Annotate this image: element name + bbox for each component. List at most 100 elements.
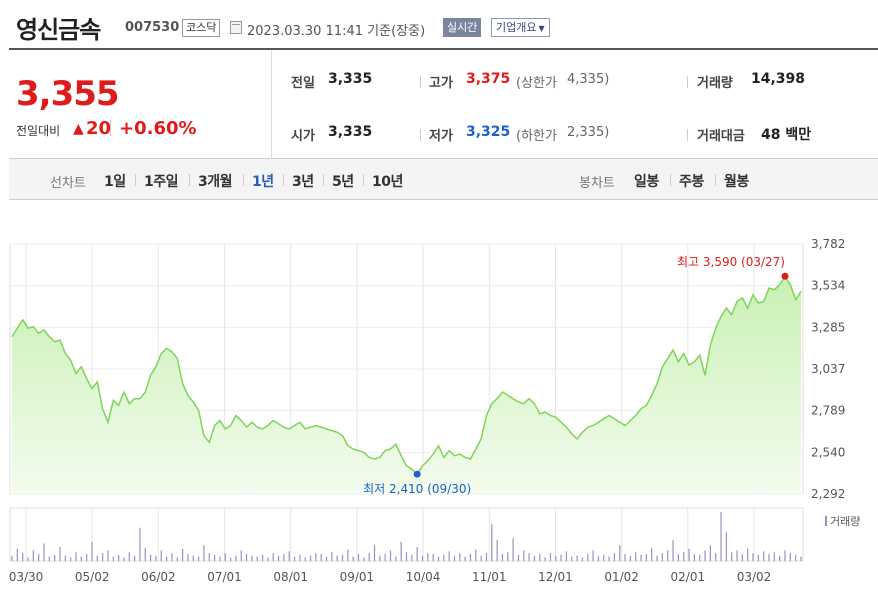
price-chart[interactable]: 최고 3,590 (03/27) 최저 2,410 (09/30) 3,782 3,… <box>0 200 878 608</box>
period-5y[interactable]: 5년 <box>332 174 354 190</box>
volume-label: 거래량 <box>697 76 733 91</box>
volume-bar <box>123 557 125 561</box>
volume-bar <box>571 556 573 561</box>
volume-bar <box>608 556 610 561</box>
trade-amount-label: 거래대금 <box>697 129 745 144</box>
y-tick-label: 3,534 <box>811 279 845 293</box>
divider <box>323 174 324 186</box>
volume-bar <box>736 550 738 561</box>
divider <box>110 120 111 136</box>
chevron-down-icon: ▼ <box>538 24 545 33</box>
divider <box>283 174 284 186</box>
volume-bar <box>325 556 328 561</box>
volume-bar <box>688 548 690 561</box>
volume-bar <box>464 556 466 561</box>
divider <box>363 174 364 186</box>
volume-bar <box>544 557 546 561</box>
up-arrow-icon: ▲ <box>73 121 84 137</box>
volume-bar <box>235 555 237 561</box>
stock-header: 영신금속 007530 코스닥 2023.03.30 11:41 기준(장중) … <box>0 0 878 48</box>
low-point <box>413 470 421 478</box>
volume-bar <box>581 557 584 561</box>
volume-bar <box>443 554 445 561</box>
volume-bar <box>395 556 397 561</box>
candle-daily[interactable]: 일봉 <box>634 174 659 190</box>
volume-bar <box>22 553 24 561</box>
volume-bar <box>32 550 34 561</box>
volume-bar <box>411 554 413 561</box>
x-tick-label: 02/01 <box>671 570 706 584</box>
line-chart-label: 선차트 <box>50 176 86 191</box>
volume-bar <box>507 552 509 561</box>
volume-bar <box>448 551 450 561</box>
volume-bar <box>43 543 45 561</box>
open-label: 시가 <box>291 129 315 144</box>
volume-bar <box>357 554 360 561</box>
volume-bar <box>491 524 493 561</box>
volume-bar <box>427 553 429 561</box>
candle-weekly[interactable]: 주봉 <box>679 174 704 190</box>
volume-bar <box>240 550 242 561</box>
volume-bar <box>320 554 322 561</box>
volume-bar <box>469 554 472 561</box>
volume-bar <box>549 553 552 561</box>
x-tick-label: 08/01 <box>273 570 308 584</box>
volume-bar <box>437 556 440 561</box>
divider <box>243 174 244 186</box>
company-overview-button[interactable]: 기업개요 ▼ <box>491 18 550 37</box>
volume-bar <box>533 555 536 561</box>
calendar-icon <box>230 21 242 34</box>
divider <box>420 76 421 88</box>
volume-bar <box>203 545 205 561</box>
volume-bar <box>272 553 274 561</box>
volume-bar <box>459 553 461 561</box>
period-3m[interactable]: 3개월 <box>198 174 233 190</box>
change-label: 전일대비 <box>16 124 61 138</box>
volume-bar <box>304 557 306 561</box>
volume-bar <box>134 555 136 561</box>
volume-bar <box>709 545 711 561</box>
volume-bar <box>784 550 786 561</box>
volume-bar <box>640 554 642 561</box>
period-3y[interactable]: 3년 <box>292 174 314 190</box>
period-1d[interactable]: 1일 <box>104 174 126 190</box>
realtime-button[interactable]: 실시간 <box>443 18 482 37</box>
period-10y[interactable]: 10년 <box>372 174 403 190</box>
volume-bar <box>219 556 221 561</box>
volume-bar <box>261 554 264 561</box>
volume-bar <box>704 550 706 561</box>
candle-monthly[interactable]: 월봉 <box>724 174 749 190</box>
volume-bar <box>75 552 77 561</box>
volume-bar <box>720 512 722 561</box>
volume-bar <box>102 553 104 561</box>
volume-bar <box>603 554 605 561</box>
company-overview-label: 기업개요 <box>496 21 537 34</box>
volume-bar <box>166 556 168 561</box>
divider <box>135 174 136 186</box>
x-tick-label: 06/02 <box>141 570 176 584</box>
volume-bar <box>629 555 632 561</box>
volume-bar <box>96 555 98 561</box>
volume-bar <box>48 556 50 561</box>
prev-close-label: 전일 <box>291 76 315 91</box>
volume-bar <box>416 547 418 561</box>
period-1w[interactable]: 1주일 <box>144 174 179 190</box>
volume-bar <box>453 555 456 561</box>
volume-bar <box>512 538 514 561</box>
volume-bar <box>475 549 477 561</box>
y-tick-label: 2,292 <box>811 487 845 501</box>
volume-bar <box>160 550 162 561</box>
volume-bar <box>672 540 674 561</box>
period-1y[interactable]: 1년 <box>252 174 274 190</box>
timestamp: 2023.03.30 11:41 기준(장중) <box>247 24 426 39</box>
volume-bar <box>763 551 765 561</box>
volume-bar <box>496 540 498 561</box>
high-value: 3,375 <box>466 71 511 87</box>
volume-bar <box>373 545 376 561</box>
divider <box>715 174 716 186</box>
volume-bar <box>725 532 727 561</box>
volume-bar <box>773 552 775 561</box>
volume-bar <box>192 555 194 561</box>
trade-amount-value: 48 백만 <box>761 127 812 143</box>
candle-chart-label: 봉차트 <box>579 176 615 191</box>
